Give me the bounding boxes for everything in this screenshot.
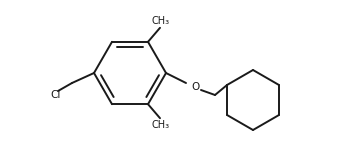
Text: CH₃: CH₃ — [152, 120, 170, 130]
Text: CH₃: CH₃ — [152, 16, 170, 26]
Text: O: O — [191, 82, 199, 92]
Text: Cl: Cl — [50, 90, 60, 100]
